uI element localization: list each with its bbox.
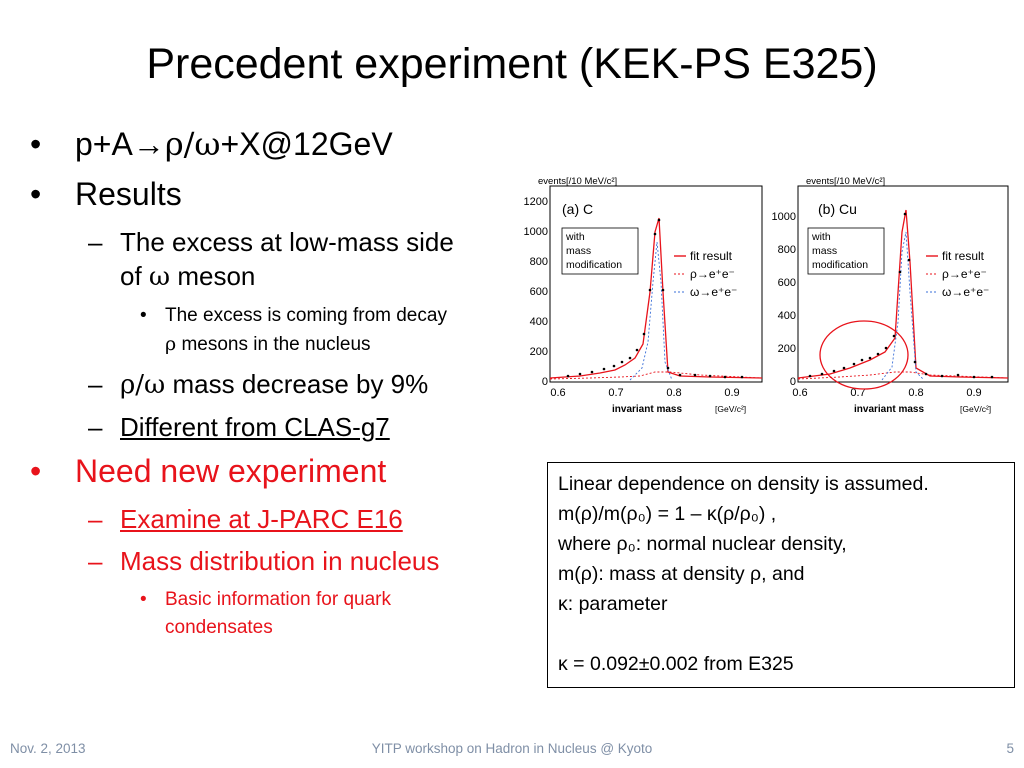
footer-date: Nov. 2, 2013 — [10, 741, 86, 756]
note-box: Linear dependence on density is assumed.… — [547, 462, 1015, 688]
svg-text:0: 0 — [790, 376, 796, 388]
invariant-mass-plots: events[/10 MeV/c²] (a) C with mass modif… — [510, 172, 1010, 424]
svg-text:0.7: 0.7 — [608, 387, 623, 399]
bullet-need: • Need new experiment — [30, 453, 387, 489]
svg-text:0.9: 0.9 — [966, 387, 981, 399]
legend-box-c — [561, 227, 639, 275]
svg-text:400: 400 — [778, 310, 796, 322]
note-spacer — [558, 619, 1004, 649]
bullet-excess-sub: • The excess is coming from decay ρ meso… — [140, 305, 447, 355]
note-line-5: κ: parameter — [558, 593, 668, 615]
svg-text:0.7: 0.7 — [850, 387, 865, 399]
svg-text:400: 400 — [530, 316, 548, 328]
svg-text:1000: 1000 — [772, 211, 796, 223]
bullet-dot: • — [30, 126, 42, 162]
svg-text:0.8: 0.8 — [666, 387, 681, 399]
panel-label-c: (a) C — [562, 201, 593, 217]
svg-text:0: 0 — [542, 376, 548, 388]
svg-text:modification: modification — [812, 259, 868, 271]
note-line-1: Linear dependence on density is assumed. — [558, 473, 929, 495]
arrow-icon: → — [132, 126, 165, 162]
svg-text:800: 800 — [778, 244, 796, 256]
bullet-excess: – The excess at low-mass side of ω meson — [88, 227, 454, 292]
svg-text:ρ→e⁺e⁻: ρ→e⁺e⁻ — [690, 267, 735, 281]
svg-text:with: with — [565, 231, 585, 243]
bullet-different: – Different from CLAS-g7 — [88, 412, 390, 442]
link-clas-g7[interactable]: Different from CLAS-g7 — [120, 412, 390, 442]
svg-text:200: 200 — [530, 346, 548, 358]
note-line-3: where ρ₀: normal nuclear density, — [558, 533, 847, 555]
svg-text:with: with — [811, 231, 831, 243]
svg-text:1200: 1200 — [524, 196, 548, 208]
bullet-mass-dist: – Mass distribution in nucleus — [88, 546, 440, 576]
svg-text:600: 600 — [530, 286, 548, 298]
svg-text:600: 600 — [778, 277, 796, 289]
footer-page-number: 5 — [1006, 741, 1014, 756]
svg-text:invariant mass: invariant mass — [854, 404, 924, 415]
svg-text:fit result: fit result — [942, 249, 985, 263]
note-line-2: m(ρ)/m(ρ₀) = 1 – κ(ρ/ρ₀) , — [558, 503, 777, 525]
note-line-6: κ = 0.092±0.002 from E325 — [558, 653, 794, 675]
svg-text:0.6: 0.6 — [792, 387, 807, 399]
panel-c: events[/10 MeV/c²] (a) C with mass modif… — [524, 176, 763, 415]
panel-cu: events[/10 MeV/c²] (b) Cu with mass modi… — [772, 176, 1009, 415]
ylabel-cu: events[/10 MeV/c²] — [806, 176, 885, 187]
bullet-basic: • Basic information for quark condensate… — [140, 589, 391, 638]
ylabel-c: events[/10 MeV/c²] — [538, 176, 617, 187]
svg-text:0.6: 0.6 — [550, 387, 565, 399]
svg-text:ω→e⁺e⁻: ω→e⁺e⁻ — [942, 285, 989, 299]
svg-text:mass: mass — [812, 245, 837, 257]
svg-text:[GeV/c²]: [GeV/c²] — [715, 404, 746, 414]
bullet-list: • p+A→ρ/ω+X@12GeV • Results – The excess… — [30, 125, 510, 650]
svg-text:fit result: fit result — [690, 249, 733, 263]
bullet-mass-decrease: – ρ/ω mass decrease by 9% — [88, 369, 429, 400]
svg-text:mass: mass — [566, 245, 591, 257]
note-line-4: m(ρ): mass at density ρ, and — [558, 563, 805, 585]
excess-circle-annotation — [819, 320, 909, 390]
slide-title: Precedent experiment (KEK-PS E325) — [146, 40, 878, 88]
svg-text:[GeV/c²]: [GeV/c²] — [960, 404, 991, 414]
link-jparc-e16[interactable]: Examine at J-PARC E16 — [120, 504, 403, 534]
svg-text:ω→e⁺e⁻: ω→e⁺e⁻ — [690, 285, 737, 299]
svg-text:modification: modification — [566, 259, 622, 271]
bullet-results: • Results — [30, 176, 182, 212]
svg-text:invariant mass: invariant mass — [612, 404, 682, 415]
svg-text:1000: 1000 — [524, 226, 548, 238]
bullet-examine: – Examine at J-PARC E16 — [88, 504, 403, 534]
svg-text:200: 200 — [778, 343, 796, 355]
svg-text:800: 800 — [530, 256, 548, 268]
svg-text:ρ→e⁺e⁻: ρ→e⁺e⁻ — [942, 267, 987, 281]
svg-text:0.9: 0.9 — [724, 387, 739, 399]
footer-workshop: YITP workshop on Hadron in Nucleus @ Kyo… — [371, 741, 653, 756]
panel-label-cu: (b) Cu — [818, 201, 857, 217]
bullet-reaction: • p+A→ρ/ω+X@12GeV — [30, 125, 393, 163]
legend-box-cu — [807, 227, 885, 275]
svg-text:0.8: 0.8 — [908, 387, 923, 399]
